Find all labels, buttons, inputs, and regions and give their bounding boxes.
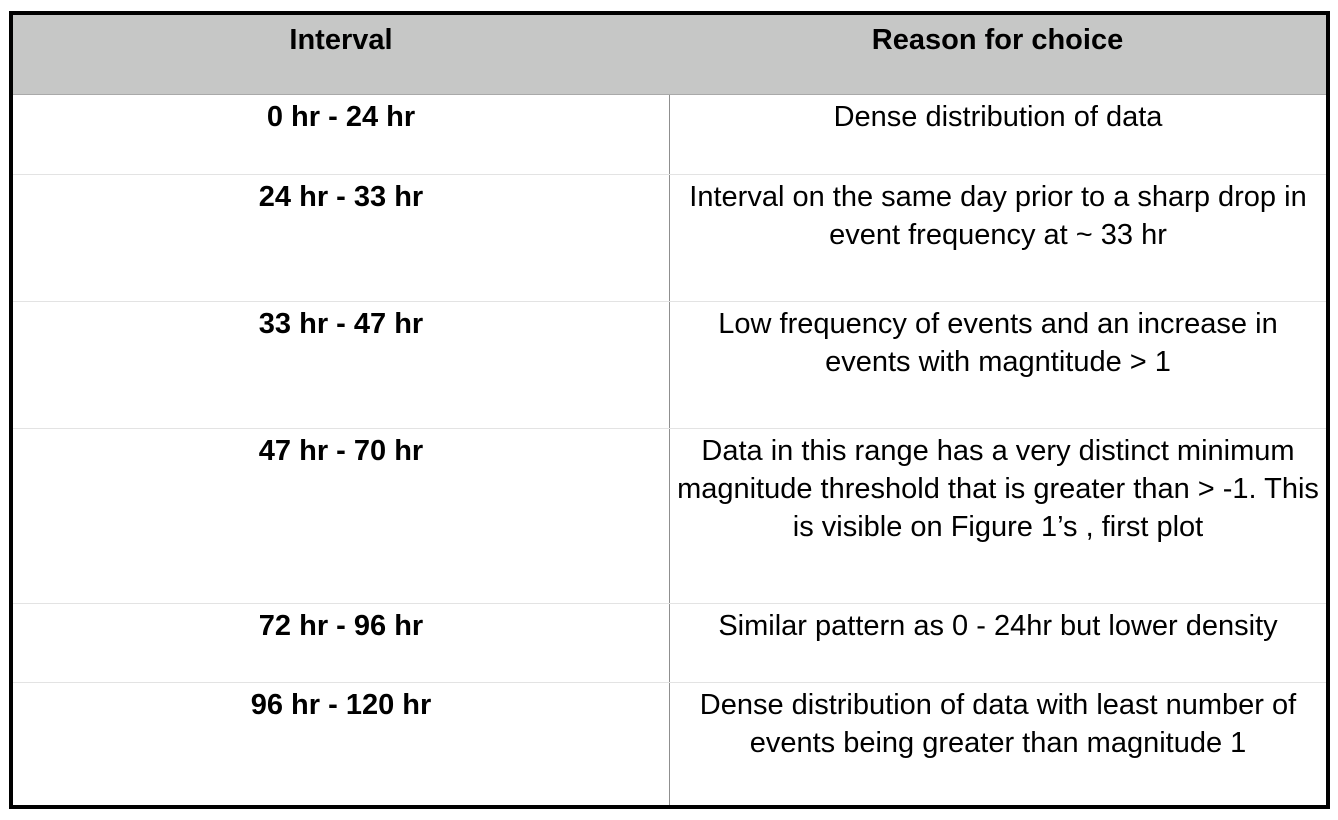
interval-cell: 0 hr - 24 hr bbox=[266, 101, 416, 133]
table-row: 24 hr - 33 hr Interval on the same day p… bbox=[13, 175, 1326, 302]
reason-cell: Data in this range has a very distinct m… bbox=[677, 435, 1319, 543]
table-header-row: Interval Reason for choice bbox=[13, 15, 1326, 95]
interval-cell: 24 hr - 33 hr bbox=[258, 181, 424, 213]
interval-table: Interval Reason for choice 0 hr - 24 hr … bbox=[9, 11, 1330, 809]
header-reason: Reason for choice bbox=[871, 24, 1124, 56]
column-divider bbox=[669, 95, 670, 805]
interval-cell: 96 hr - 120 hr bbox=[250, 689, 432, 721]
interval-cell: 47 hr - 70 hr bbox=[258, 435, 424, 467]
reason-cell: Dense distribution of data with least nu… bbox=[699, 689, 1297, 759]
reason-cell: Dense distribution of data bbox=[833, 101, 1163, 133]
table-row: 96 hr - 120 hr Dense distribution of dat… bbox=[13, 683, 1326, 805]
header-interval: Interval bbox=[289, 24, 393, 56]
reason-cell: Similar pattern as 0 - 24hr but lower de… bbox=[718, 610, 1278, 642]
interval-cell: 33 hr - 47 hr bbox=[258, 308, 424, 340]
table-row: 0 hr - 24 hr Dense distribution of data bbox=[13, 95, 1326, 175]
table-row: 47 hr - 70 hr Data in this range has a v… bbox=[13, 429, 1326, 604]
reason-cell: Low frequency of events and an increase … bbox=[718, 308, 1278, 378]
interval-cell: 72 hr - 96 hr bbox=[258, 610, 424, 642]
table-row: 72 hr - 96 hr Similar pattern as 0 - 24h… bbox=[13, 604, 1326, 683]
reason-cell: Interval on the same day prior to a shar… bbox=[689, 181, 1307, 251]
table-row: 33 hr - 47 hr Low frequency of events an… bbox=[13, 302, 1326, 429]
